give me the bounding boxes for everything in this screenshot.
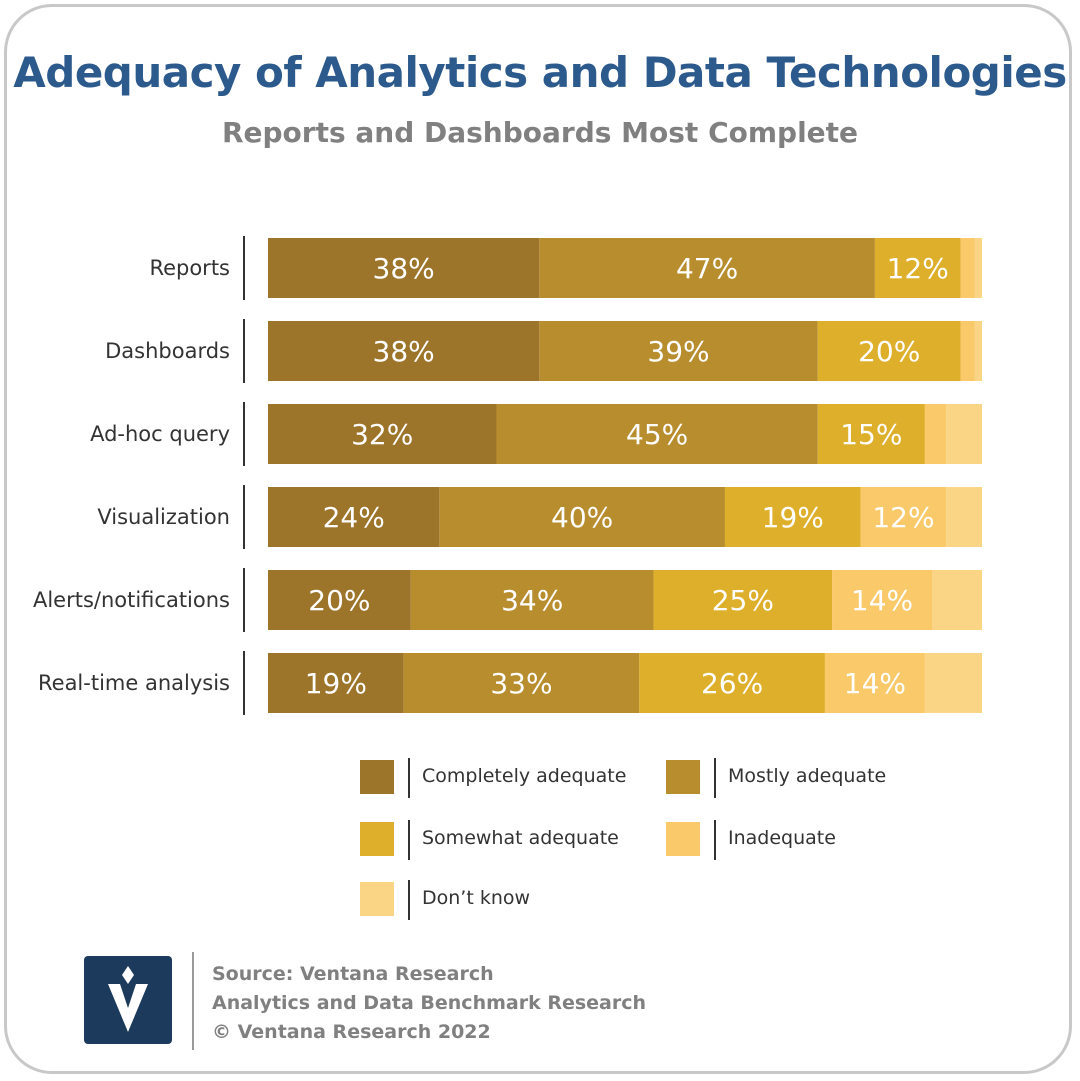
bar-segment [824, 653, 925, 713]
data-label: 33% [490, 667, 552, 700]
source-footer: Source: Ventana Research Analytics and D… [212, 960, 646, 1047]
category-label: Dashboards [105, 339, 230, 363]
data-label: 38% [373, 335, 435, 368]
bar-segment [924, 653, 982, 713]
bar-segment [496, 404, 818, 464]
data-label: 26% [701, 667, 763, 700]
bar-segment [974, 321, 982, 381]
bar-segment [860, 487, 947, 547]
bar-segment [832, 570, 933, 630]
data-label: 38% [373, 252, 435, 285]
bar-segment [946, 487, 982, 547]
data-label: 47% [676, 252, 738, 285]
data-label: 19% [762, 501, 824, 534]
bar-segment [946, 404, 982, 464]
bar-segment [653, 570, 833, 630]
chart-legend: Completely adequate Mostly adequate Some… [360, 758, 980, 928]
stacked-bar-chart: Reports 38% 47% 12% Dashboards 38% 39% 20% Ad-ho… [33, 236, 982, 715]
data-label: 12% [887, 252, 949, 285]
benchmark-line: Analytics and Data Benchmark Research [212, 992, 647, 1014]
legend-divider [714, 820, 716, 860]
chart-title: Adequacy of Analytics and Data Technolog… [13, 48, 1067, 97]
legend-swatch [360, 760, 394, 794]
data-label: 24% [323, 501, 385, 534]
bar-segment [439, 487, 725, 547]
legend-divider [714, 758, 716, 798]
data-label: 14% [851, 584, 913, 617]
legend-swatch [360, 882, 394, 916]
category-label: Reports [149, 256, 230, 280]
bar-segment [268, 321, 540, 381]
footer-divider [192, 952, 194, 1050]
bar-segment [974, 238, 982, 298]
data-label: 14% [844, 667, 906, 700]
bar-segment [924, 404, 947, 464]
bar-segment [268, 238, 540, 298]
legend-divider [408, 880, 410, 920]
category-label: Real-time analysis [38, 671, 230, 695]
data-label: 15% [840, 418, 902, 451]
bar-segment [960, 321, 975, 381]
data-label: 20% [858, 335, 920, 368]
data-label: 39% [647, 335, 709, 368]
bar-segment [539, 321, 818, 381]
chart-subtitle: Reports and Dashboards Most Complete [221, 116, 859, 149]
category-label: Ad-hoc query [90, 422, 230, 446]
legend-divider [408, 820, 410, 860]
ventana-v-logo-icon [84, 956, 172, 1044]
bar-segment [539, 238, 875, 298]
bar-segment [639, 653, 825, 713]
data-label: 40% [551, 501, 613, 534]
bar-segment [932, 570, 982, 630]
category-label: Visualization [97, 505, 230, 529]
data-label: 45% [626, 418, 688, 451]
data-label: 25% [712, 584, 774, 617]
bar-segment [410, 570, 654, 630]
source-line: Source: Ventana Research [212, 963, 494, 985]
bar-segment [268, 653, 404, 713]
bar-segment [268, 570, 411, 630]
legend-label: Completely adequate [422, 765, 627, 787]
bar-segment [724, 487, 861, 547]
data-label: 12% [872, 501, 934, 534]
copyright-line: © Ventana Research 2022 [212, 1021, 491, 1043]
category-label: Alerts/notifications [33, 588, 230, 612]
legend-label: Somewhat adequate [422, 827, 619, 849]
bar-segment [817, 404, 925, 464]
bar-segment [268, 487, 440, 547]
data-label: 32% [351, 418, 413, 451]
data-label: 19% [305, 667, 367, 700]
data-label: 20% [308, 584, 370, 617]
legend-label: Mostly adequate [728, 765, 887, 787]
bar-segment [403, 653, 640, 713]
bar-segment [874, 238, 961, 298]
legend-swatch [666, 760, 700, 794]
data-label: 34% [501, 584, 563, 617]
legend-swatch [360, 822, 394, 856]
legend-divider [408, 758, 410, 798]
legend-label: Inadequate [728, 827, 836, 849]
legend-label: Don’t know [422, 887, 531, 909]
bar-segment [960, 238, 975, 298]
bar-segment [268, 404, 497, 464]
bar-segment [817, 321, 961, 381]
legend-swatch [666, 822, 700, 856]
